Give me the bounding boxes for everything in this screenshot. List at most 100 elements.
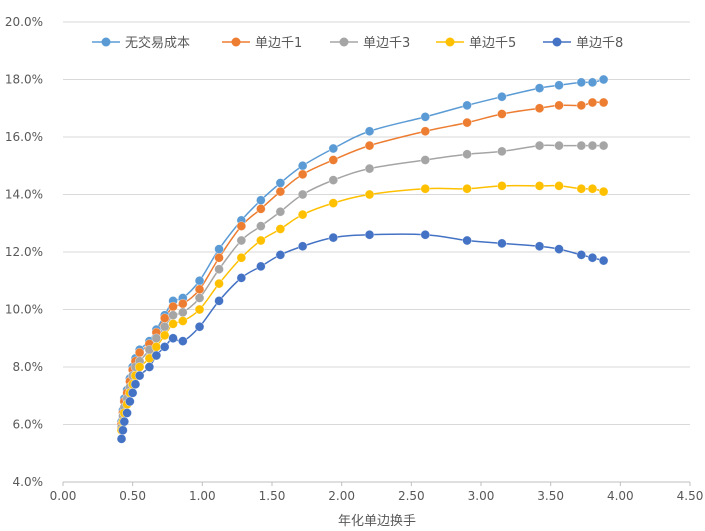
data-point: [130, 379, 141, 390]
data-point: [159, 321, 170, 332]
data-point: [122, 408, 132, 418]
data-point: [256, 221, 266, 231]
x-tick-label: 3.00: [468, 489, 495, 503]
data-point: [497, 146, 507, 157]
data-point: [194, 321, 205, 332]
data-point: [214, 264, 224, 275]
legend-item: 无交易成本: [92, 35, 190, 51]
data-point: [497, 181, 507, 191]
x-tick-label: 2.00: [328, 489, 355, 503]
data-point: [328, 198, 339, 208]
data-point: [587, 140, 598, 151]
data-point: [576, 250, 587, 260]
data-point: [420, 229, 431, 240]
data-point: [178, 336, 188, 346]
data-point: [420, 155, 431, 165]
data-point: [598, 74, 609, 85]
axes: 4.0% 6.0% 8.0% 10.0% 12.0% 14.0% 16.0% 18.0% 20.…: [5, 15, 703, 503]
data-point: [598, 255, 609, 266]
data-point: [256, 195, 266, 206]
x-tick-label: 4.50: [677, 489, 704, 503]
data-point: [534, 140, 545, 151]
legend-marker: [231, 37, 241, 47]
data-point: [134, 347, 145, 358]
data-point: [125, 396, 135, 407]
data-point: [214, 244, 224, 254]
data-point: [554, 140, 564, 151]
series-markers-5: [116, 229, 609, 444]
legend-item: 单边千5: [436, 36, 516, 51]
data-point: [420, 183, 431, 194]
data-point: [116, 434, 127, 444]
data-point: [420, 126, 431, 137]
legend-label: 单边千3: [363, 36, 410, 51]
data-point: [236, 235, 247, 246]
data-point: [159, 330, 170, 341]
data-point: [576, 183, 587, 194]
data-point: [328, 155, 339, 165]
data-point: [297, 189, 308, 200]
x-tick-label: 2.50: [398, 489, 425, 503]
data-point: [256, 204, 266, 214]
data-point: [534, 103, 545, 114]
data-point: [598, 140, 609, 151]
data-point: [168, 310, 178, 321]
data-point: [497, 238, 507, 249]
data-point: [256, 261, 266, 272]
data-point: [328, 143, 339, 154]
data-point: [462, 117, 472, 128]
data-point: [587, 97, 598, 108]
data-point: [275, 178, 286, 188]
data-point: [127, 388, 138, 398]
y-tick-label: 8.0%: [13, 360, 44, 374]
data-point: [178, 298, 188, 309]
data-point: [297, 241, 308, 252]
data-point: [214, 252, 224, 263]
y-tick-label: 10.0%: [5, 303, 43, 317]
data-point: [159, 313, 170, 323]
y-tick-label: 18.0%: [5, 73, 43, 87]
data-point: [598, 97, 609, 108]
data-point: [275, 186, 286, 197]
data-point: [134, 370, 145, 381]
data-point: [151, 350, 162, 361]
data-point: [587, 77, 598, 88]
data-point: [275, 206, 286, 217]
legend-label: 无交易成本: [125, 35, 190, 51]
data-point: [554, 181, 564, 191]
legend: 无交易成本 单边千1 单边千3 单边千5 单边千8: [92, 35, 623, 51]
data-point: [118, 425, 128, 436]
data-point: [194, 304, 205, 315]
legend-marker: [445, 37, 455, 47]
data-point: [168, 301, 178, 312]
data-point: [576, 77, 587, 88]
data-point: [462, 149, 472, 160]
x-axis-title: 年化单边换手: [338, 514, 416, 529]
legend-item: 单边千8: [543, 36, 623, 51]
data-point: [151, 333, 162, 344]
legend-item: 单边千1: [222, 36, 302, 51]
legend-label: 单边千1: [255, 36, 302, 51]
data-point: [275, 250, 286, 260]
data-point: [328, 232, 339, 243]
x-tick-label: 1.50: [259, 489, 286, 503]
data-point: [256, 235, 266, 246]
data-point: [364, 163, 375, 174]
data-point: [168, 319, 178, 329]
data-point: [178, 307, 188, 318]
data-point: [598, 186, 609, 197]
data-point: [497, 109, 507, 119]
x-tick-label: 4.00: [607, 489, 634, 503]
data-point: [328, 175, 339, 185]
legend-marker: [552, 37, 562, 47]
data-point: [420, 112, 431, 122]
y-tick-label: 6.0%: [13, 418, 44, 432]
data-point: [168, 333, 178, 344]
y-tick-label: 16.0%: [5, 130, 43, 144]
data-point: [587, 183, 598, 194]
data-point: [297, 169, 308, 180]
legend-label: 单边千8: [576, 36, 623, 51]
data-point: [576, 140, 587, 151]
data-point: [554, 80, 564, 91]
